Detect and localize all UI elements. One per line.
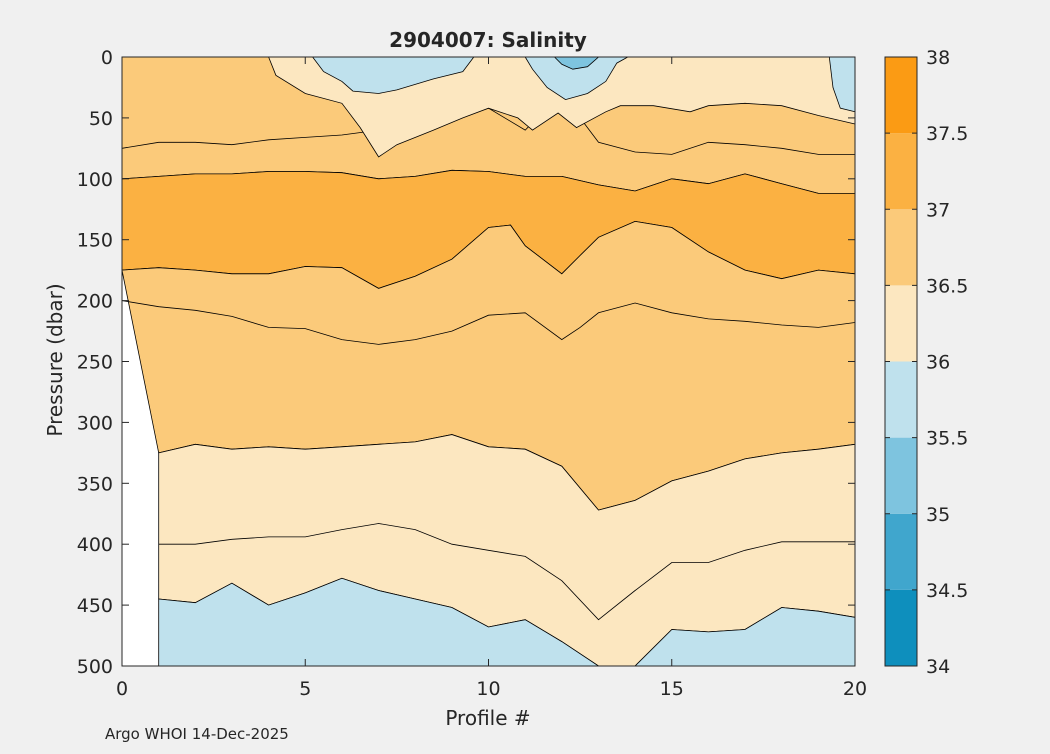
colorbar-band-2	[885, 437, 917, 514]
y-tick-label: 450	[77, 595, 113, 617]
colorbar-band-3	[885, 361, 917, 438]
x-tick-label: 0	[116, 678, 128, 700]
y-tick-label: 500	[77, 656, 113, 678]
footer-credit: Argo WHOI 14-Dec-2025	[105, 725, 289, 743]
colorbar-band-6	[885, 133, 917, 210]
y-tick-label: 400	[77, 534, 113, 556]
salinity-region-4	[158, 577, 856, 667]
x-tick-label: 10	[476, 678, 500, 700]
x-tick-label: 20	[843, 678, 867, 700]
y-axis-label: Pressure (dbar)	[43, 283, 67, 436]
x-tick-label: 15	[660, 678, 684, 700]
y-tick-label: 150	[77, 230, 113, 252]
y-tick-label: 350	[77, 473, 113, 495]
y-tick-label: 200	[77, 291, 113, 313]
y-tick-label: 250	[77, 352, 113, 374]
colorbar-band-7	[885, 57, 917, 134]
y-tick-label: 300	[77, 412, 113, 434]
colorbar-tick-label: 37.5	[926, 123, 968, 145]
colorbar-tick-label: 37	[926, 199, 950, 221]
colorbar-tick-label: 34.5	[926, 580, 968, 602]
colorbar-tick-label: 36	[926, 352, 950, 374]
surface-patch-0	[311, 56, 475, 94]
colorbar-tick-label: 38	[926, 47, 950, 69]
x-tick-label: 5	[299, 678, 311, 700]
y-tick-label: 100	[77, 169, 113, 191]
colorbar-band-0	[885, 589, 917, 666]
colorbar-tick-label: 35	[926, 504, 950, 526]
colorbar-tick-label: 36.5	[926, 275, 968, 297]
chart-title: 2904007: Salinity	[389, 28, 587, 52]
contour-line-2	[158, 523, 855, 621]
colorbar-band-1	[885, 513, 917, 590]
colorbar-band-5	[885, 209, 917, 286]
x-axis-label: Profile #	[445, 706, 530, 730]
y-tick-label: 0	[101, 47, 113, 69]
surface-patch-1	[524, 56, 630, 101]
contour-line-1	[121, 300, 856, 345]
colorbar-band-4	[885, 285, 917, 362]
colorbar-tick-label: 35.5	[926, 428, 968, 450]
y-tick-label: 50	[89, 108, 113, 130]
colorbar-tick-label: 34	[926, 656, 950, 678]
colorbar: 34 34.5 35 35.5 36 36.5 37 37.5 38	[884, 47, 968, 678]
